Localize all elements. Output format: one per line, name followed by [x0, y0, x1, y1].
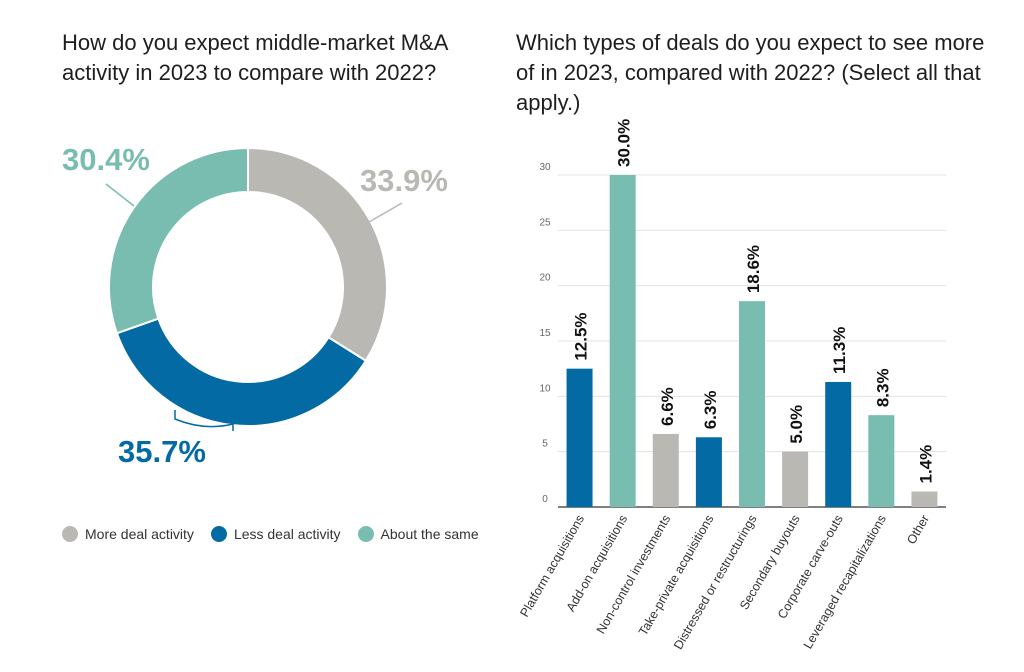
legend-label: More deal activity	[85, 526, 194, 542]
x-category-label: Leveraged recapitalizations	[801, 512, 889, 651]
donut-slice-less-deal-activity	[115, 317, 368, 427]
legend-label: About the same	[380, 526, 479, 542]
legend-item: More deal activity	[62, 526, 194, 542]
y-tick-label: 0	[542, 494, 548, 505]
donut-leader-line	[105, 183, 135, 207]
legend-swatch	[62, 526, 78, 542]
x-category-label: Other	[904, 513, 932, 547]
y-tick-label: 10	[539, 383, 551, 394]
bar-data-label: 6.3%	[701, 391, 720, 430]
bar-add-on-acquisitions	[609, 175, 636, 507]
y-tick-label: 25	[539, 217, 551, 228]
bar-data-label: 8.3%	[873, 368, 892, 407]
y-tick-label: 15	[539, 328, 551, 339]
y-tick-label: 5	[542, 439, 548, 450]
y-tick-label: 30	[539, 162, 551, 173]
donut-value-label: 30.4%	[62, 142, 150, 177]
y-tick-label: 20	[539, 273, 551, 284]
bar-secondary-buyouts	[782, 451, 809, 507]
bar-other	[911, 491, 938, 507]
legend-swatch	[357, 526, 374, 542]
donut-chart-title: How do you expect middle-market M&A acti…	[62, 30, 448, 85]
x-category-label: Take-private acquisitions	[636, 513, 717, 639]
legend-item: Less deal activity	[210, 526, 341, 542]
legend-swatch	[210, 526, 227, 542]
bar-non-control-investments	[652, 433, 679, 507]
bar-take-private-acquisitions	[695, 437, 722, 507]
bar-data-label: 18.6%	[744, 245, 763, 293]
bar-data-label: 12.5%	[572, 312, 591, 360]
bar-data-label: 11.3%	[830, 327, 849, 374]
donut-legend: More deal activity Less deal activity Abou…	[62, 526, 496, 542]
bar-distressed-or-restructurings	[739, 301, 765, 507]
bar-data-label: 6.6%	[658, 387, 677, 426]
donut-value-label: 35.7%	[118, 434, 206, 469]
legend-item: About the same	[357, 526, 479, 542]
bar-chart-title: Which types of deals do you expect to se…	[516, 30, 985, 115]
donut-slice-about-the-same	[108, 146, 249, 335]
legend-label: Less deal activity	[233, 526, 341, 542]
bar-data-label: 5.0%	[787, 405, 806, 444]
donut-leader-line	[368, 202, 403, 223]
donut-chart: 33.9% 35.7% 30.4%	[62, 142, 448, 469]
x-category-label: Distressed or restructurings	[671, 513, 760, 652]
bar-data-label: 1.4%	[916, 445, 935, 484]
bar-platform-acquisitions	[566, 368, 593, 507]
donut-leader-bracket	[174, 410, 234, 431]
bar-data-label: 30.0%	[615, 119, 634, 167]
donut-slice-more-deal-activity	[247, 146, 388, 363]
donut-value-label: 33.9%	[360, 163, 448, 198]
x-category-label: Non-control investments	[594, 513, 674, 637]
bar-leveraged-recapitalizations	[868, 415, 895, 507]
bar-corporate-carve-outs	[825, 381, 852, 507]
